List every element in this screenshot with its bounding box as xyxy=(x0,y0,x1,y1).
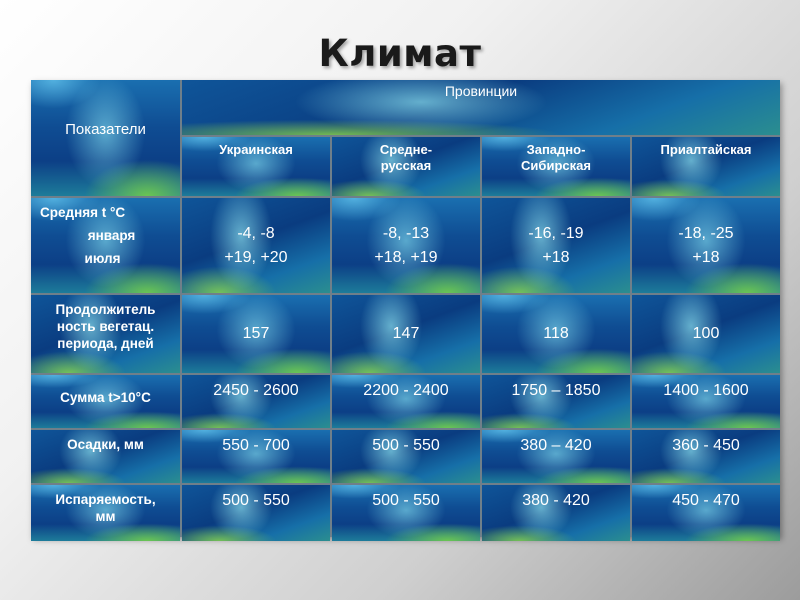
table-cell: 118 xyxy=(482,295,630,373)
table-cell: -18, -25 +18 xyxy=(632,198,780,293)
table-cell: 360 - 450 xyxy=(632,430,780,483)
table-cell: 380 - 420 xyxy=(482,485,630,541)
row-label-mean-temp: Средняя t °С января июля xyxy=(31,198,180,293)
table-cell: 1400 - 1600 xyxy=(632,375,780,428)
column-header-prialtai: Приалтайская xyxy=(632,137,780,196)
row-label-evaporation: Испаряемость, мм xyxy=(31,485,180,541)
climate-table: Показатели Провинции Украинская Средне- … xyxy=(31,80,780,539)
table-cell: 500 - 550 xyxy=(332,430,480,483)
table-cell: -8, -13 +18, +19 xyxy=(332,198,480,293)
table-cell: 380 – 420 xyxy=(482,430,630,483)
table-cell: 100 xyxy=(632,295,780,373)
table-cell: 500 - 550 xyxy=(332,485,480,541)
table-cell: -16, -19 +18 xyxy=(482,198,630,293)
table-cell: 1750 – 1850 xyxy=(482,375,630,428)
table-cell: 2450 - 2600 xyxy=(182,375,330,428)
table-cell: 550 - 700 xyxy=(182,430,330,483)
column-header-central-russian: Средне- русская xyxy=(332,137,480,196)
table-cell: 147 xyxy=(332,295,480,373)
row-label-temp-sum: Сумма t>10°С xyxy=(31,375,180,428)
table-cell: 450 - 470 xyxy=(632,485,780,541)
table-cell: 500 - 550 xyxy=(182,485,330,541)
row-label-growing-season: Продолжитель ность вегетац. периода, дне… xyxy=(31,295,180,373)
table-cell: -4, -8 +19, +20 xyxy=(182,198,330,293)
header-provinces: Провинции xyxy=(182,80,780,135)
header-indicators: Показатели xyxy=(31,80,180,196)
slide-title: Климат xyxy=(318,32,482,75)
table-cell: 2200 - 2400 xyxy=(332,375,480,428)
column-header-ukrainian: Украинская xyxy=(182,137,330,196)
table-cell: 157 xyxy=(182,295,330,373)
column-header-west-siberian: Западно- Сибирская xyxy=(482,137,630,196)
row-label-precipitation: Осадки, мм xyxy=(31,430,180,483)
